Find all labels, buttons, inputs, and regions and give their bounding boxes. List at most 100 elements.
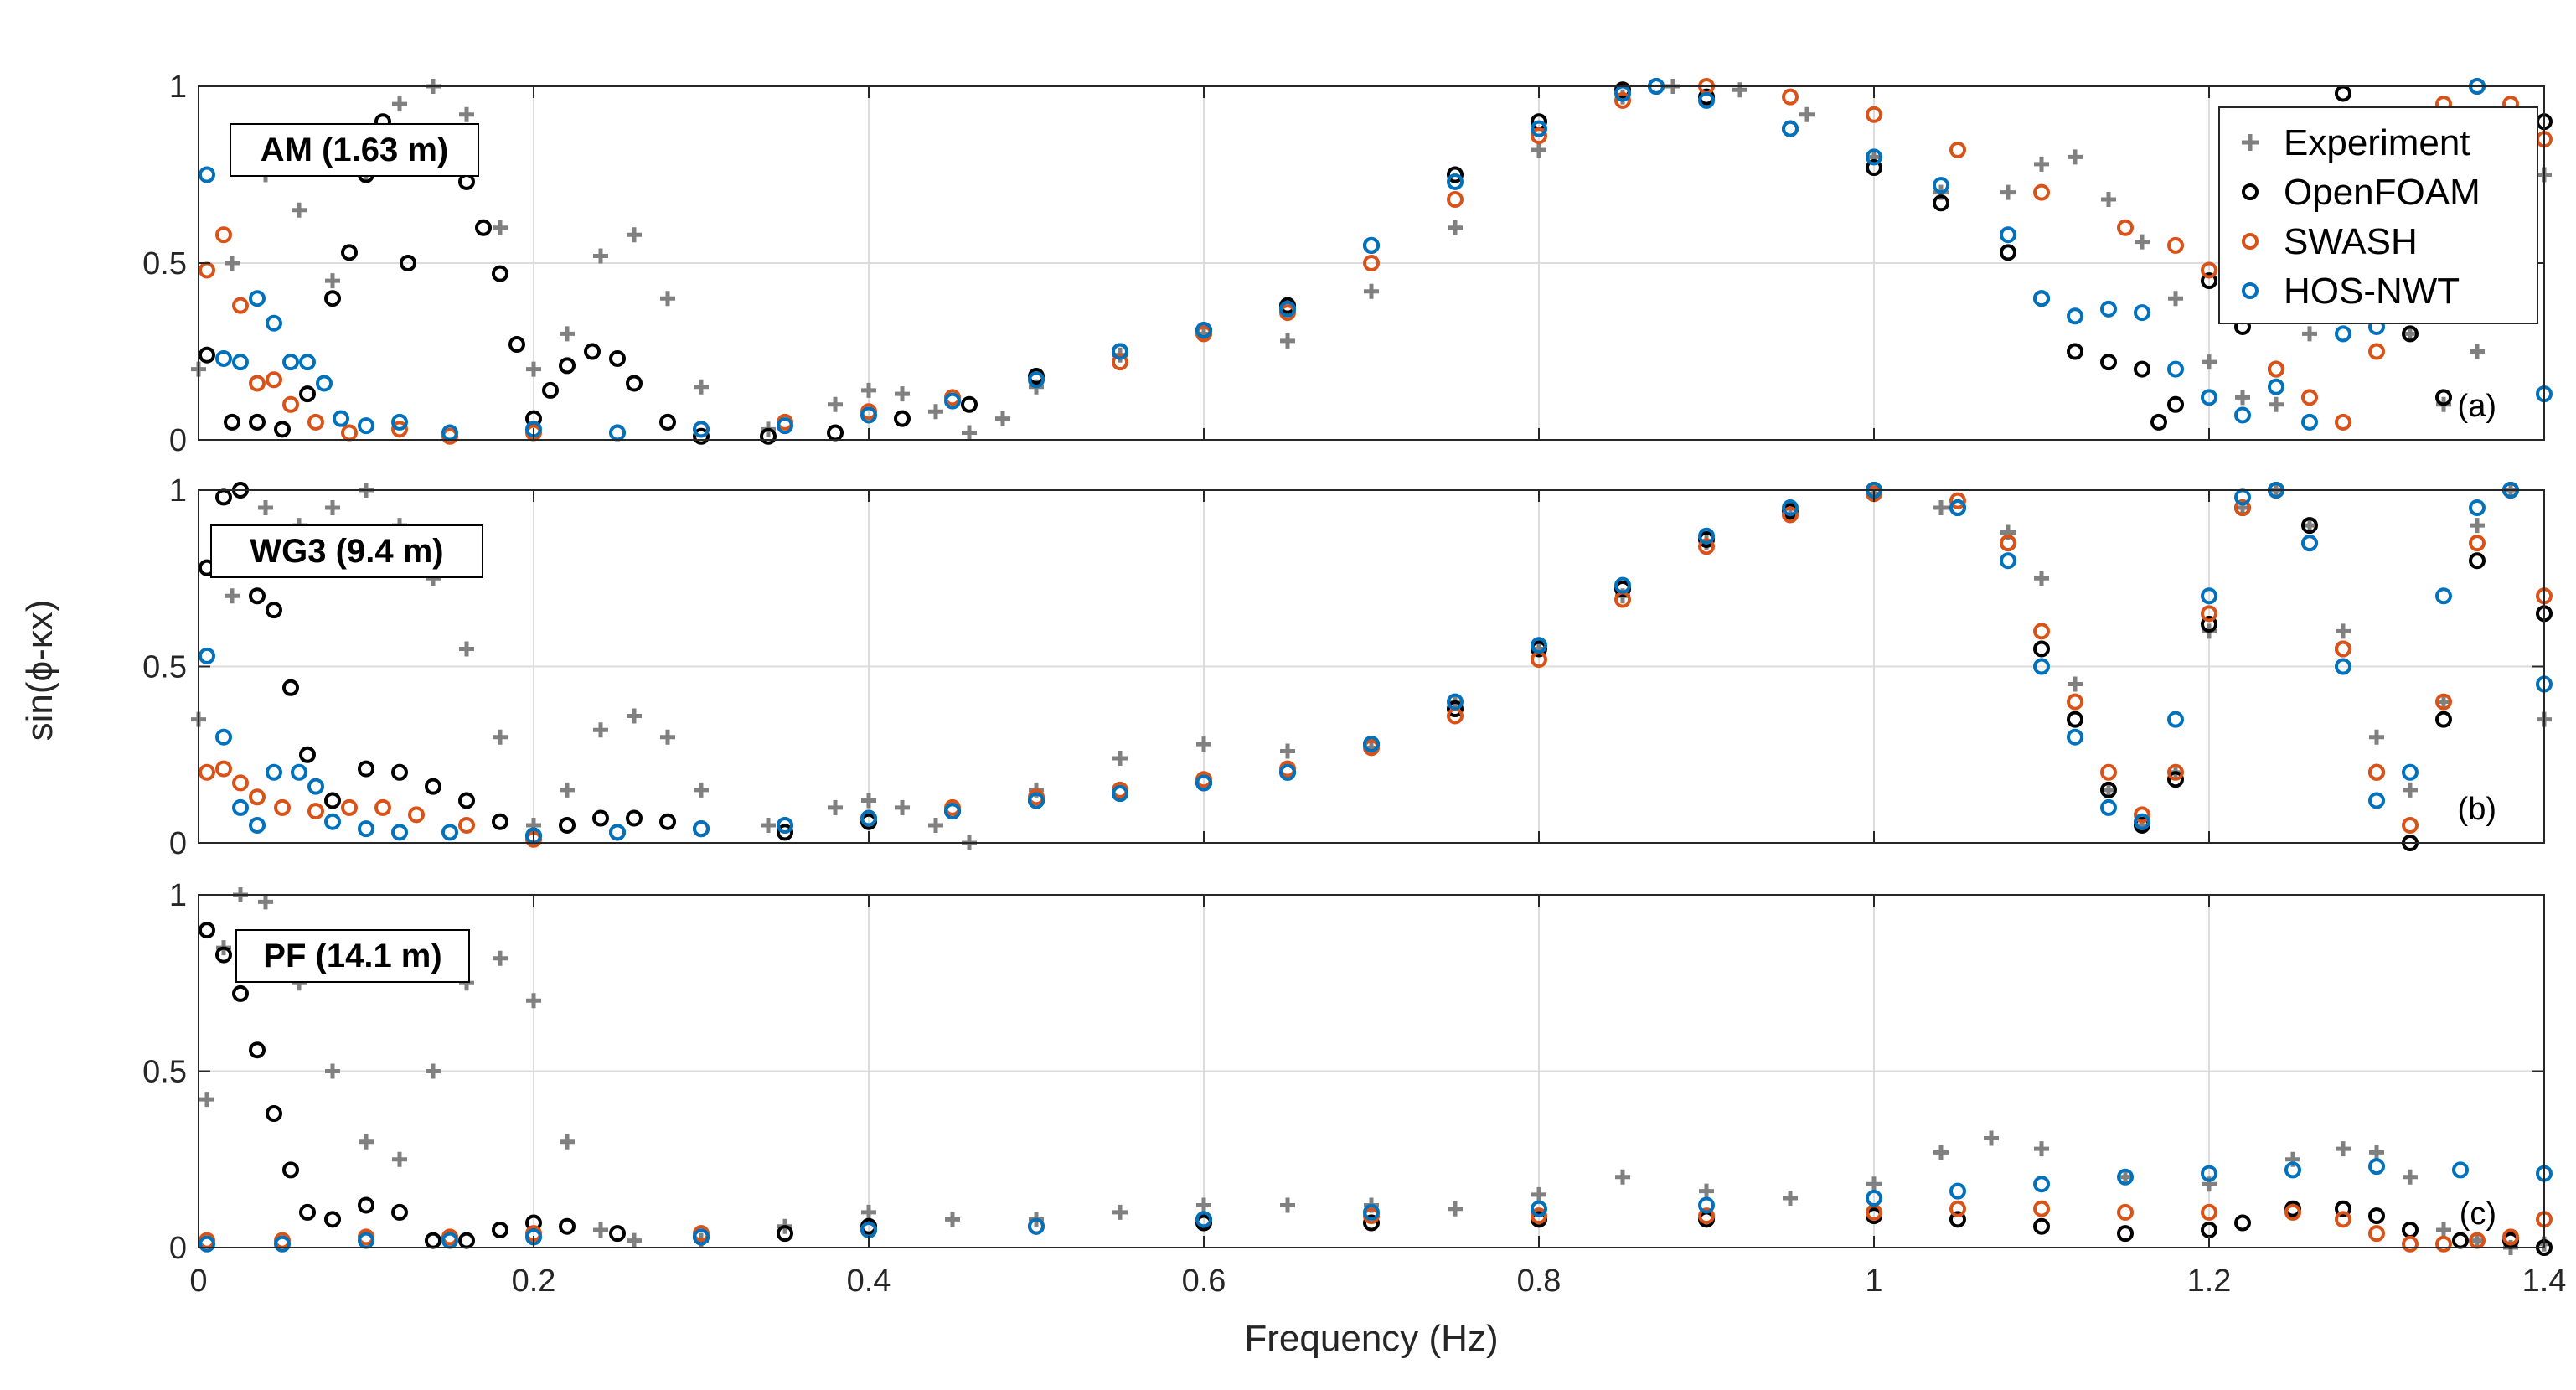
data-point-openfoam [475,219,492,236]
data-point-hos-nwt [2368,792,2385,809]
data-point-openfoam [609,1225,626,1243]
data-point-swash [1447,191,1464,209]
data-point-experiment [2336,623,2351,639]
data-point-experiment [2034,571,2049,586]
data-point-hos-nwt [2301,413,2318,431]
y-tick-label: 1 [169,473,187,509]
data-point-hos-nwt [1112,343,1128,360]
data-point-hos-nwt [2167,360,2184,378]
data-point-experiment [225,588,240,604]
data-point-swash [374,798,391,816]
data-point-experiment [292,202,307,218]
data-point-hos-nwt [1447,693,1464,711]
data-point-swash [1949,141,1966,158]
data-point-hos-nwt [391,824,408,841]
data-point-hos-nwt [1531,637,1547,654]
data-point-swash [2368,1225,2385,1243]
data-point-experiment [1866,1176,1882,1192]
panel-a: 0 0.5 1 AM (1.63 m) (a) [142,70,2553,458]
data-point-experiment [2470,518,2485,534]
data-point-hos-nwt [2301,535,2318,552]
data-point-experiment [2403,782,2418,798]
data-point-experiment [2000,184,2016,200]
data-point-experiment [1933,500,1949,516]
data-point-hos-nwt [2201,587,2217,605]
data-point-experiment [493,950,508,966]
panel-letter: (a) [2458,389,2496,424]
data-point-openfoam [2000,244,2016,261]
data-point-openfoam [2033,640,2050,658]
data-point-openfoam [458,792,475,809]
data-point-experiment [2470,344,2485,359]
data-point-experiment [459,641,474,657]
data-point-experiment [1783,1191,1798,1207]
data-point-swash [2134,806,2150,824]
data-point-hos-nwt [215,728,232,746]
data-point-hos-nwt [2469,499,2486,517]
data-point-openfoam [1866,159,1882,177]
data-point-hos-nwt [299,354,316,371]
data-point-openfoam [266,1105,282,1123]
data-point-experiment [493,729,508,745]
data-point-swash [1866,106,1882,123]
data-point-openfoam [2067,343,2083,360]
data-point-openfoam [559,816,576,834]
data-point-experiment [2369,1145,2384,1160]
legend-label-openfoam: OpenFOAM [2284,172,2480,213]
data-point-experiment [962,425,977,441]
legend-box [2218,106,2538,324]
data-point-openfoam [2234,1214,2251,1232]
data-point-openfoam [2435,389,2452,406]
station-label: AM (1.63 m) [261,132,449,168]
data-point-swash [2402,1235,2419,1253]
data-point-openfoam [282,1161,299,1179]
data-point-swash [391,421,408,438]
data-point-hos-nwt [2117,1168,2134,1186]
data-point-swash [2368,343,2385,360]
data-point-experiment [1448,220,1463,235]
data-point-openfoam [1363,1214,1380,1232]
data-point-openfoam [266,602,282,619]
data-point-openfoam [2117,1225,2134,1243]
data-point-experiment [2403,1169,2418,1185]
data-point-hos-nwt [316,375,333,392]
data-point-experiment [560,782,575,798]
legend-entry-hos-nwt: HOS-NWT [2242,271,2460,312]
data-point-hos-nwt [2100,300,2117,318]
data-point-swash [2368,763,2385,781]
data-point-openfoam [400,255,416,271]
data-point-hos-nwt [1866,148,1882,166]
data-point-hos-nwt [1933,177,1949,194]
data-point-experiment [2034,1141,2049,1157]
data-point-experiment [1933,1145,1949,1160]
data-point-experiment [1984,1130,1999,1146]
data-point-openfoam [224,413,240,431]
data-point-openfoam [2335,1200,2351,1217]
data-point-hos-nwt [2067,307,2083,325]
data-point-hos-nwt [2033,658,2050,675]
data-point-hos-nwt [1363,236,1380,254]
data-point-experiment [593,722,608,738]
data-point-experiment [627,227,642,243]
data-point-experiment [258,500,273,516]
data-point-hos-nwt [441,824,458,841]
data-point-hos-nwt [2402,763,2419,781]
x-tick-label: 0.4 [847,1263,891,1299]
data-point-openfoam [1447,700,1464,718]
data-point-experiment [560,1134,575,1150]
data-point-swash [2033,183,2050,201]
y-axis-label: sin(ϕ-κx) [19,600,60,742]
data-point-swash [1531,127,1547,145]
data-point-swash [2117,219,2134,236]
data-point-experiment [828,799,843,815]
data-point-swash [2000,535,2016,552]
data-point-experiment [2135,234,2150,250]
data-point-swash [215,226,232,244]
data-point-hos-nwt [266,314,282,332]
data-point-experiment [593,1222,608,1238]
data-point-hos-nwt [199,1235,215,1253]
data-point-hos-nwt [609,824,626,841]
data-point-hos-nwt [2100,798,2117,816]
data-point-openfoam [199,922,215,939]
data-point-experiment [1531,142,1546,158]
